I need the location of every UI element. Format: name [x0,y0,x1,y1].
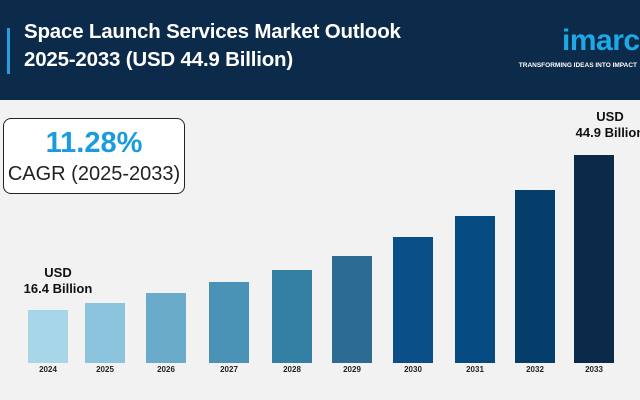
x-tick-label: 2029 [343,365,361,374]
annotation-2024-line2: 16.4 Billion [23,281,93,296]
annotation-2033-line1: USD [596,109,624,124]
chart-title-line1: Space Launch Services Market Outlook [24,20,401,43]
x-tick-label: 2031 [466,365,484,374]
bar-2026 [146,293,186,363]
x-tick-label: 2027 [220,365,238,374]
logo-tagline: TRANSFORMING IDEAS INTO IMPACT [518,62,637,69]
title-accent-bar [7,28,10,74]
bar-2028 [272,269,312,363]
bar-2025 [85,302,125,363]
bar-2032 [515,189,555,363]
cagr-value: 11.28% [45,127,143,159]
annotation-2033-line2: 44.9 Billion [575,125,640,140]
annotation-2033: USD 44.9 Billion [560,109,640,141]
chart-title-line2: 2025-2033 (USD 44.9 Billion) [24,48,293,71]
x-tick-label: 2025 [96,365,114,374]
x-tick-label: 2028 [283,365,301,374]
x-tick-label: 2024 [39,365,57,374]
bar-2024 [28,310,68,363]
cagr-box: 11.28% CAGR (2025-2033) [3,118,185,194]
cagr-label: CAGR (2025-2033) [7,163,181,185]
x-tick-label: 2026 [157,365,175,374]
x-tick-label: 2033 [585,365,603,374]
bar-2027 [209,282,249,363]
bar-2031 [455,215,495,363]
imarc-logo: imarc [562,24,640,57]
x-tick-label: 2032 [526,365,544,374]
annotation-2024: USD 16.4 Billion [18,265,98,297]
x-tick-label: 2030 [404,365,422,374]
bar-2033 [574,155,614,363]
header-banner: Space Launch Services Market Outlook 202… [0,0,640,100]
bar-2030 [393,237,433,363]
bar-2029 [332,256,372,363]
annotation-2024-line1: USD [44,265,72,280]
